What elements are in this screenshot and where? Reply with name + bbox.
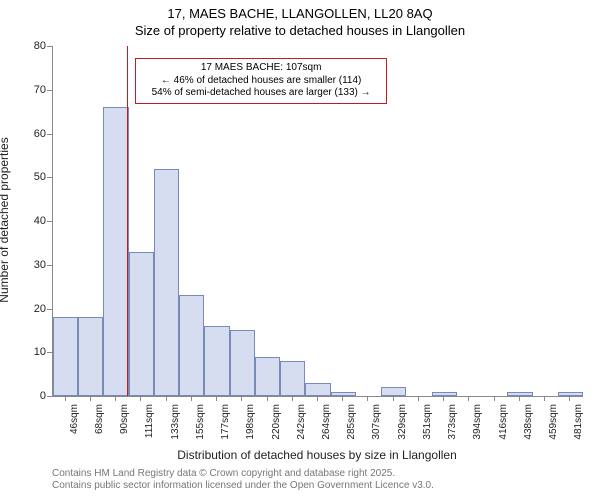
x-tick-label: 394sqm — [472, 404, 483, 444]
x-axis-label: Distribution of detached houses by size … — [52, 448, 582, 462]
y-tick-label: 80 — [34, 40, 46, 52]
x-tick-label: 329sqm — [397, 404, 408, 444]
title-line-2: Size of property relative to detached ho… — [0, 23, 600, 40]
x-tick-label: 459sqm — [548, 404, 559, 444]
x-tick-mark — [166, 396, 167, 401]
x-tick-mark — [292, 396, 293, 401]
x-tick-label: 111sqm — [144, 404, 155, 444]
y-tick-label: 30 — [34, 259, 46, 271]
attribution-line-2: Contains public sector information licen… — [52, 480, 434, 492]
x-tick-label: 220sqm — [271, 404, 282, 444]
x-tick-label: 68sqm — [94, 404, 105, 444]
y-tick-label: 20 — [34, 303, 46, 315]
x-tick-mark — [519, 396, 520, 401]
histogram-bar — [53, 317, 78, 396]
x-tick-mark — [393, 396, 394, 401]
histogram-bar — [230, 330, 255, 396]
histogram-bar — [78, 317, 103, 396]
x-tick-mark — [140, 396, 141, 401]
x-tick-mark — [418, 396, 419, 401]
histogram-bar — [129, 252, 154, 396]
y-tick-label: 10 — [34, 346, 46, 358]
annotation-line-1: 17 MAES BACHE: 107sqm — [142, 62, 380, 75]
y-tick-label: 60 — [34, 128, 46, 140]
x-tick-mark — [241, 396, 242, 401]
x-tick-label: 416sqm — [498, 404, 509, 444]
x-tick-label: 264sqm — [321, 404, 332, 444]
histogram-bar — [381, 387, 406, 396]
y-tick-label: 70 — [34, 84, 46, 96]
histogram-bar — [204, 326, 229, 396]
y-tick-label: 40 — [34, 215, 46, 227]
x-tick-mark — [191, 396, 192, 401]
x-tick-label: 307sqm — [371, 404, 382, 444]
x-tick-label: 133sqm — [170, 404, 181, 444]
x-tick-label: 373sqm — [447, 404, 458, 444]
y-axis-label: Number of detached properties — [0, 120, 11, 320]
histogram-bar — [305, 383, 330, 396]
x-tick-label: 351sqm — [422, 404, 433, 444]
x-tick-label: 438sqm — [523, 404, 534, 444]
attribution-text: Contains HM Land Registry data © Crown c… — [52, 468, 434, 492]
x-tick-mark — [267, 396, 268, 401]
reference-line — [127, 46, 128, 396]
x-tick-label: 155sqm — [195, 404, 206, 444]
histogram-bar — [280, 361, 305, 396]
annotation-box: 17 MAES BACHE: 107sqm ← 46% of detached … — [135, 58, 387, 104]
y-tick-label: 50 — [34, 171, 46, 183]
x-tick-mark — [342, 396, 343, 401]
x-tick-mark — [468, 396, 469, 401]
y-tick-label: 0 — [40, 390, 46, 402]
x-tick-mark — [494, 396, 495, 401]
x-tick-mark — [216, 396, 217, 401]
annotation-line-2: ← 46% of detached houses are smaller (11… — [142, 75, 380, 88]
histogram-bar — [507, 392, 532, 396]
x-tick-mark — [569, 396, 570, 401]
x-tick-label: 285sqm — [346, 404, 357, 444]
x-tick-mark — [90, 396, 91, 401]
histogram-bar — [103, 107, 128, 396]
x-tick-label: 46sqm — [69, 404, 80, 444]
x-tick-label: 481sqm — [573, 404, 584, 444]
histogram-bar — [154, 169, 179, 397]
histogram-bar — [179, 295, 204, 396]
chart-container: 17, MAES BACHE, LLANGOLLEN, LL20 8AQ Siz… — [0, 0, 600, 500]
histogram-bar — [255, 357, 280, 396]
x-tick-label: 242sqm — [296, 404, 307, 444]
x-tick-label: 90sqm — [119, 404, 130, 444]
x-tick-mark — [115, 396, 116, 401]
x-tick-label: 177sqm — [220, 404, 231, 444]
title-line-1: 17, MAES BACHE, LLANGOLLEN, LL20 8AQ — [0, 0, 600, 23]
x-tick-mark — [317, 396, 318, 401]
plot-area: 17 MAES BACHE: 107sqm ← 46% of detached … — [52, 46, 583, 397]
x-tick-mark — [367, 396, 368, 401]
x-tick-mark — [443, 396, 444, 401]
attribution-line-1: Contains HM Land Registry data © Crown c… — [52, 468, 434, 480]
x-tick-mark — [65, 396, 66, 401]
annotation-line-3: 54% of semi-detached houses are larger (… — [142, 87, 380, 100]
x-tick-mark — [544, 396, 545, 401]
x-tick-label: 198sqm — [245, 404, 256, 444]
